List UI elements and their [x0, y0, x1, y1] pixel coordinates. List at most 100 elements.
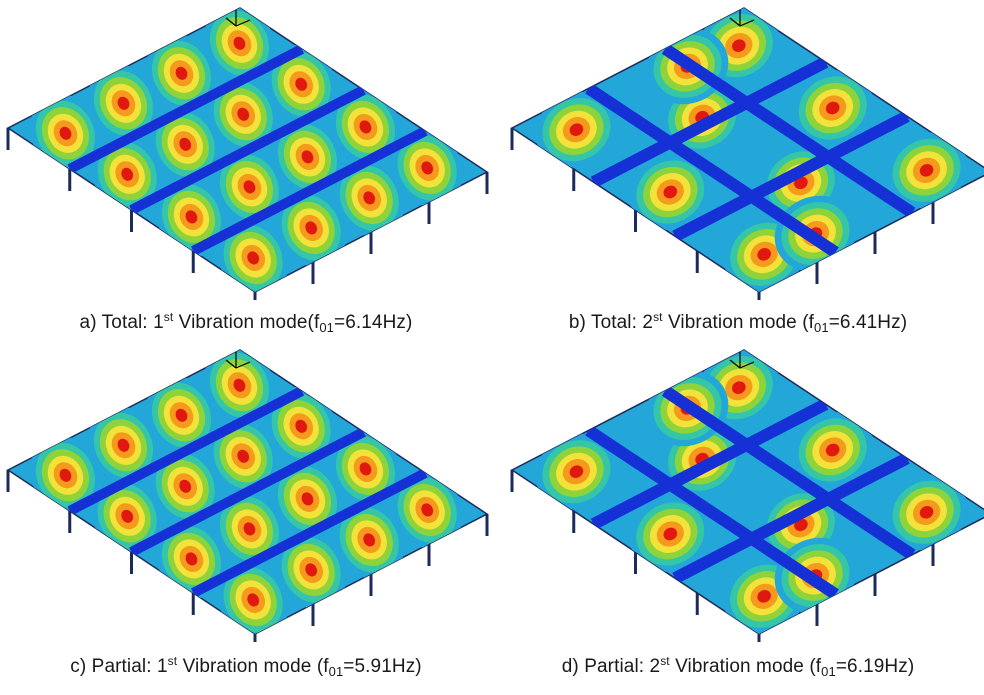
- antinode-6-band-6: [794, 176, 808, 190]
- caption-d-freq-value: =6.19Hz): [835, 656, 915, 677]
- antinode-1-band-6: [569, 465, 584, 478]
- antinode-7-band-6: [757, 590, 771, 603]
- antinode-r3c2-band-6: [363, 533, 376, 547]
- antinode-r3c3: [391, 128, 463, 208]
- antinode-r3c0: [217, 218, 289, 292]
- antinode-6-band-6: [794, 518, 808, 532]
- antinode-r3c3: [391, 470, 463, 550]
- caption-c: c) Partial: 1st Vibration mode (f01=5.91…: [0, 654, 492, 679]
- nodal-line-2: [129, 85, 366, 215]
- mode-shape-plot-a: [6, 7, 489, 300]
- antinode-r0c0: [30, 94, 101, 173]
- caption-c-ordinal: st: [167, 654, 178, 668]
- antinode-r3c0-band-6: [247, 593, 260, 607]
- antinode-4-band-6: [663, 185, 678, 199]
- nodal-line-s1: [585, 83, 839, 258]
- axis-triad-icon: [729, 10, 755, 27]
- antinode-5: [791, 70, 874, 146]
- antinode-8-band-6: [919, 164, 934, 177]
- antinode-r2c0: [156, 177, 227, 257]
- antinode-r2c1-band-6: [243, 522, 256, 536]
- nodal-line-t2: [672, 452, 910, 584]
- axis-triad-icon: [729, 352, 755, 369]
- antinode-r2c2: [272, 117, 343, 197]
- antinode-r0c1-band-6: [117, 96, 130, 110]
- nodal-line-3: [190, 126, 428, 256]
- antinode-r2c3-band-6: [359, 120, 372, 134]
- contour-field: [535, 350, 968, 634]
- antinode-r2c2-band-6: [301, 492, 314, 506]
- caption-b-prefix: b) Total: 2: [568, 312, 654, 333]
- contour-field: [30, 8, 463, 292]
- antinode-r1c3: [265, 45, 337, 124]
- antinode-r1c0-band-6: [121, 509, 134, 523]
- antinode-r1c1-band-6: [179, 479, 192, 493]
- caption-d-ordinal: st: [660, 654, 670, 668]
- antinode-8: [885, 474, 968, 551]
- antinode-1: [535, 91, 618, 168]
- caption-c-mode-text: Vibration mode (f: [177, 656, 329, 677]
- antinode-r1c2-band-6: [237, 449, 250, 463]
- antinode-r1c2: [207, 75, 279, 154]
- caption-a: a) Total: 1st Vibration mode(f01=6.14Hz): [0, 310, 492, 335]
- antinode-r2c3-band-6: [359, 462, 372, 476]
- nodal-line-3: [190, 468, 428, 598]
- contour-field: [30, 350, 463, 634]
- antinode-r0c2: [146, 376, 217, 455]
- antinode-r1c0: [91, 477, 163, 556]
- antinode-r3c0: [217, 560, 289, 634]
- antinode-r1c3-band-6: [295, 419, 308, 433]
- antinode-r1c1: [149, 447, 221, 526]
- antinode-r0c3-band-6: [233, 36, 246, 50]
- caption-c-prefix: c) Partial: 1: [70, 656, 168, 677]
- panel-c: c) Partial: 1st Vibration mode (f01=5.91…: [0, 342, 492, 689]
- caption-b-mode-text: Vibration mode (f: [662, 312, 815, 333]
- caption-d-freq-subscript: 01: [821, 664, 836, 679]
- antinode-r0c1: [88, 64, 159, 143]
- antinode-r3c3-band-6: [421, 161, 434, 175]
- nodal-line-s2: [661, 43, 916, 218]
- nodal-line-s2: [661, 385, 916, 560]
- caption-b: b) Total: 2st Vibration mode (f01=6.41Hz…: [492, 310, 984, 335]
- caption-b-freq-subscript: 01: [814, 320, 829, 335]
- antinode-5: [791, 412, 874, 488]
- antinode-r0c1: [88, 406, 159, 485]
- axis-triad-icon: [225, 352, 251, 369]
- antinode-r1c3: [265, 387, 337, 466]
- caption-a-freq-subscript: 01: [319, 320, 335, 335]
- nodal-line-2: [129, 427, 366, 557]
- antinode-r3c2: [333, 500, 405, 580]
- antinode-5-band-6: [825, 101, 840, 115]
- axis-triad-icon: [225, 10, 251, 27]
- nodal-line-t1: [590, 56, 829, 188]
- antinode-r0c2-band-6: [175, 408, 188, 422]
- antinode-4-band-6: [663, 527, 678, 541]
- antinode-r2c1: [214, 489, 285, 569]
- nodal-line-t1: [590, 398, 829, 530]
- antinode-r0c3-band-6: [233, 378, 246, 392]
- caption-a-ordinal: st: [163, 310, 174, 324]
- antinode-r1c2: [207, 417, 279, 496]
- panel-a: a) Total: 1st Vibration mode(f01=6.14Hz): [0, 0, 492, 347]
- antinode-r3c1-band-6: [305, 563, 318, 577]
- antinode-8: [885, 132, 968, 209]
- antinode-r3c2-band-6: [363, 191, 376, 205]
- antinode-4: [629, 496, 712, 572]
- antinode-r3c0-band-6: [247, 251, 260, 265]
- antinode-r0c3: [204, 8, 275, 83]
- caption-c-freq-value: =5.91Hz): [343, 656, 422, 677]
- panel-d: d) Partial: 2st Vibration mode (f01=6.19…: [492, 342, 984, 689]
- antinode-r1c0-band-6: [121, 167, 134, 181]
- antinode-2-band-6: [732, 381, 746, 394]
- antinode-2-band-6: [732, 39, 746, 52]
- antinode-r1c2-band-6: [237, 107, 250, 121]
- caption-d-mode-text: Vibration mode (f: [669, 656, 822, 677]
- antinode-r3c1: [275, 188, 347, 268]
- caption-d: d) Partial: 2st Vibration mode (f01=6.19…: [492, 654, 984, 679]
- antinode-r1c3-band-6: [295, 77, 308, 91]
- mode-shape-plot-c: [6, 349, 489, 642]
- antinode-r2c1: [214, 147, 285, 227]
- caption-b-ordinal: st: [653, 310, 663, 324]
- antinode-r3c1-band-6: [305, 221, 318, 235]
- caption-c-freq-subscript: 01: [328, 664, 344, 679]
